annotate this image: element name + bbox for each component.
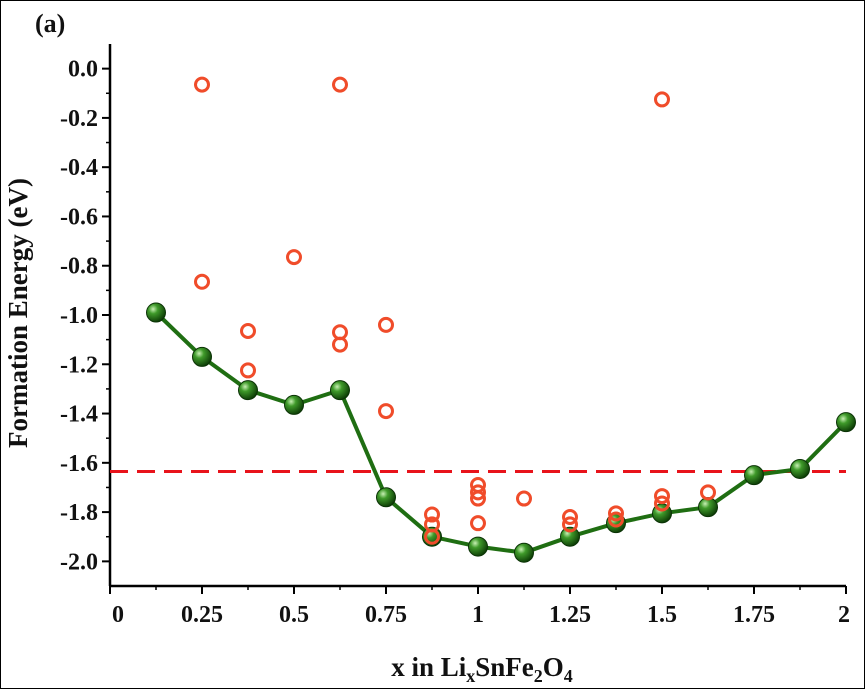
hull-point [514,542,534,563]
hull-point [836,412,856,433]
hull-point [192,346,212,367]
configuration-point [654,91,670,108]
y-axis-ticks: 0.0 -0.2 -0.4 -0.6 -0.8 -1.0 -1.2 -1.4 -1.6 -1.8 -… [60,57,110,575]
configuration-point [654,488,670,505]
configuration-point [240,362,256,379]
hull-point [560,526,580,547]
y-tick-label: -2.0 [60,549,98,575]
hull-point [790,458,810,479]
hull-point [468,536,488,557]
configuration-point [562,516,578,533]
configuration-point [424,506,440,523]
y-tick-label: -0.6 [60,204,98,230]
configuration-point [608,511,624,528]
configuration-point [378,403,394,420]
hull-point [376,487,396,508]
y-tick-label: -1.2 [60,352,98,378]
configuration-point [562,509,578,526]
configuration-point [608,505,624,522]
x-axis-title: x in LixSnFe2O4 [391,652,573,686]
configuration-point [654,495,670,512]
x-tick-label: 0.75 [365,602,407,628]
configuration-point [470,515,486,532]
hull-point [238,380,258,401]
panel-label: (a) [35,9,65,38]
x-tick-label: 0.5 [279,602,309,628]
configuration-series [194,76,716,545]
hull-point [284,394,304,415]
x-tick-label: 2 [838,602,850,628]
configuration-point [378,316,394,333]
x-axis-ticks: 0 0.25 0.5 0.75 1 1.25 1.5 1.75 2 [109,586,850,628]
configuration-point [332,76,348,93]
y-tick-label: -1.4 [60,402,98,428]
y-tick-label: -1.0 [60,303,98,329]
hull-point [744,465,764,486]
configuration-point [194,273,210,290]
hull-point [146,302,166,323]
x-tick-label: 0.25 [181,602,223,628]
configuration-point [516,490,532,507]
y-tick-label: -0.2 [60,106,98,132]
y-tick-label: -1.8 [60,500,98,526]
x-tick-label: 1.25 [549,602,591,628]
configuration-point [470,490,486,507]
configuration-point [286,249,302,266]
configuration-point [332,336,348,353]
configuration-point [194,76,210,93]
y-tick-label: 0.0 [68,57,98,83]
hull-point [698,497,718,518]
configuration-point [424,528,440,545]
configuration-point [240,323,256,340]
y-tick-label: -1.6 [60,451,98,477]
y-tick-label: -0.4 [60,155,98,181]
configuration-point [470,484,486,501]
y-tick-label: -0.8 [60,254,98,280]
x-tick-label: 1 [472,602,484,628]
convex-hull-line [154,311,848,555]
x-tick-label: 1.75 [733,602,775,628]
y-axis-title: Formation Energy (eV) [3,178,33,448]
x-tick-label: 0 [112,602,124,628]
configuration-point [700,484,716,501]
hull-point [330,380,350,401]
x-tick-label: 1.5 [647,602,677,628]
convex-hull-series [146,302,856,563]
